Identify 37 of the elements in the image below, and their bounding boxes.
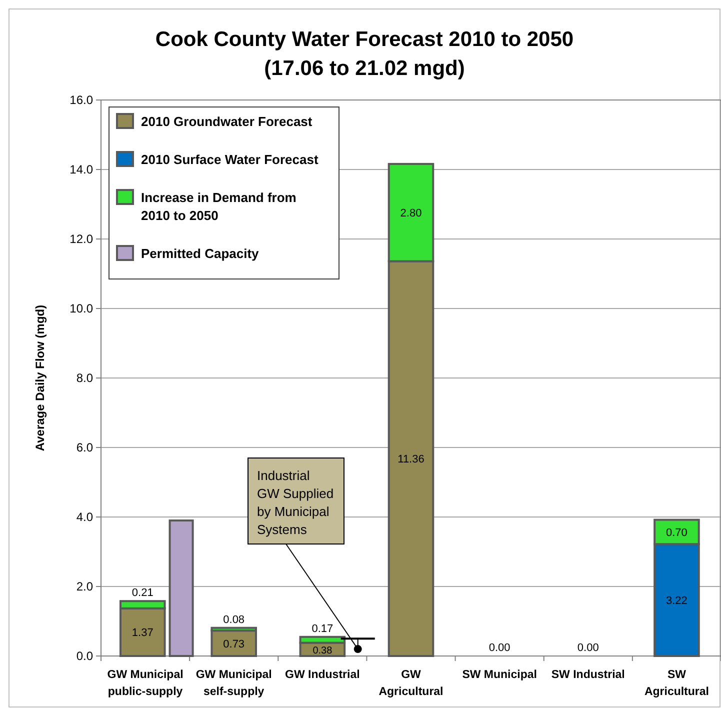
legend-label: 2010 Surface Water Forecast	[141, 152, 319, 167]
legend-label: Permitted Capacity	[141, 246, 260, 261]
legend-label: Increase in Demand from 2010 to 2050	[141, 190, 296, 223]
y-tick-label: 16.0	[70, 93, 94, 107]
y-tick-label: 14.0	[70, 162, 94, 176]
bar	[168, 519, 194, 657]
data-label: 0.17	[312, 622, 334, 635]
legend-label: 2010 Groundwater Forecast	[141, 114, 313, 129]
data-label: 0.21	[132, 587, 154, 600]
chart-subtitle: (17.06 to 21.02 mgd)	[264, 57, 465, 80]
annotation: Industrial GW Supplied by Municipal Systems	[257, 468, 334, 537]
y-tick-label: 4.0	[76, 510, 94, 524]
x-tick-label: GW Municipal self-supply	[196, 669, 272, 698]
data-label: 0.00	[488, 642, 510, 654]
data-label: 0.00	[577, 642, 599, 654]
y-axis-title: Average Daily Flow (mgd)	[33, 304, 47, 452]
x-tick-label: GW Industrial	[285, 669, 360, 681]
x-tick-label: SW Industrial	[551, 669, 625, 681]
x-tick-label: SW Municipal	[462, 669, 537, 681]
x-tick-label: GW Agricultural	[378, 669, 444, 698]
y-tick-label: 2.0	[76, 580, 94, 594]
x-tick-label: GW Municipal public-supply	[107, 669, 184, 698]
y-tick-label: 0.0	[76, 649, 94, 663]
chart-title: Cook County Water Forecast 2010 to 2050	[155, 28, 574, 51]
data-label: 11.36	[398, 454, 424, 466]
data-label: 2.80	[400, 208, 422, 220]
y-tick-label: 6.0	[76, 440, 94, 454]
data-label: 0.70	[666, 526, 688, 539]
data-label: 0.08	[223, 614, 245, 626]
data-label: 3.22	[666, 595, 688, 608]
data-label: 1.37	[132, 627, 154, 640]
y-tick-label: 10.0	[70, 302, 94, 316]
x-tick-label: SW Agricultural	[644, 669, 709, 698]
y-tick-label: 8.0	[76, 371, 94, 385]
data-label: 0.38	[312, 645, 333, 656]
data-label: 0.73	[223, 638, 245, 650]
y-tick-label: 12.0	[70, 232, 94, 246]
